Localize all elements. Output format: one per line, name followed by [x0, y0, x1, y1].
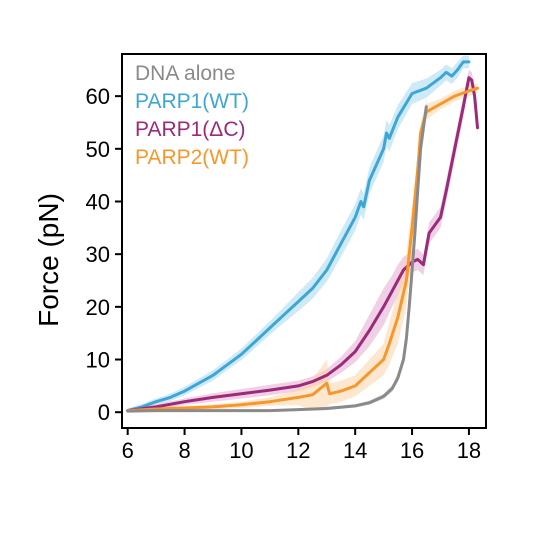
legend-entry-dna-alone: DNA alone — [135, 62, 235, 85]
error-band-parp2-wt — [127, 83, 478, 413]
x-tick-label: 8 — [178, 438, 190, 463]
y-axis-title: Force (pN) — [33, 193, 64, 327]
y-tick-label: 60 — [86, 84, 110, 109]
x-tick-label: 10 — [229, 438, 253, 463]
series-line-parp1-wt — [126, 60, 471, 413]
x-tick-label: 6 — [122, 438, 134, 463]
series-lines — [126, 60, 479, 413]
y-tick-label: 10 — [86, 348, 110, 373]
y-axis: 0 10 20 30 40 50 60 — [86, 84, 122, 425]
y-tick-label: 0 — [98, 400, 110, 425]
series-line-dna-alone — [126, 105, 428, 413]
y-tick-label: 20 — [86, 295, 110, 320]
legend-entry-parp1-c: PARP1(ΔC) — [135, 118, 246, 141]
x-tick-label: 12 — [286, 438, 310, 463]
x-axis: 6 8 10 12 14 16 18 — [122, 428, 481, 463]
x-tick-label: 16 — [400, 438, 424, 463]
y-tick-label: 40 — [86, 189, 110, 214]
y-tick-label: 50 — [86, 137, 110, 162]
y-tick-label: 30 — [86, 242, 110, 267]
legend-entry-parp1-wt: PARP1(WT) — [135, 90, 249, 113]
plot-frame — [121, 53, 487, 429]
legend-entry-parp2-wt: PARP2(WT) — [135, 146, 249, 169]
legend: DNA alone PARP1(WT) PARP1(ΔC) PARP2(WT) — [135, 62, 249, 169]
series-line-parp1-c — [126, 76, 479, 413]
x-tick-label: 18 — [457, 438, 481, 463]
x-tick-label: 14 — [343, 438, 367, 463]
